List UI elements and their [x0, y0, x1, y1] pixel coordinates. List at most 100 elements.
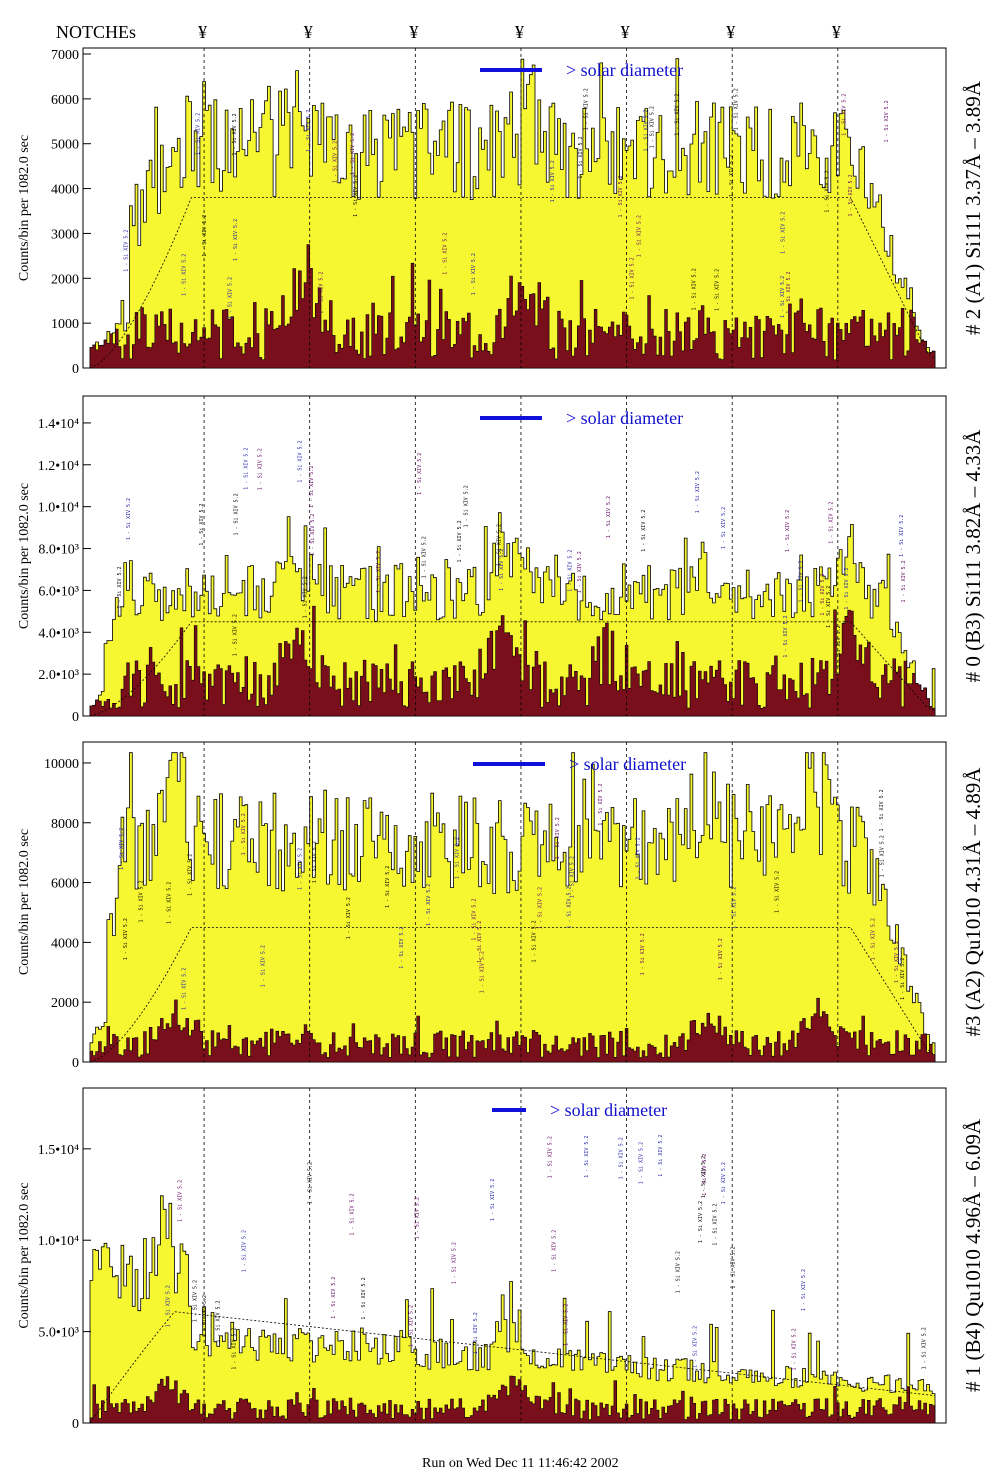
y-tick-label: 6000 [51, 877, 79, 892]
detail-counts-histogram [89, 997, 936, 1063]
line-annotation: 1 - Si XIV 5.2 [630, 257, 636, 299]
line-annotation: 1 - Si XIV 5.2 [298, 848, 304, 890]
line-annotation: 1 - Si XIV 5.2 [199, 503, 205, 545]
y-tick-label: 7000 [51, 48, 79, 63]
y-axis-label: Counts/bin per 1082.0 sec [17, 483, 32, 629]
line-annotation: 1 - Si XIV 5.2 [308, 1162, 314, 1204]
line-annotation: 1 - Si XIV 5.2 [442, 233, 448, 275]
line-annotation: 1 - Si XIV 5.2 [577, 551, 583, 593]
line-annotation: 1 - Si XIV 5.2 [836, 625, 842, 667]
notch-symbol: ¥ [515, 22, 524, 42]
notch-symbol: ¥ [198, 22, 207, 42]
line-annotation: 1 - Si XIV 5.2 [550, 160, 556, 202]
line-annotation: 1 - Si XIV 5.2 [306, 110, 312, 152]
line-annotation: 1 - Si XIV 5.2 [312, 841, 318, 883]
line-annotation: 1 - Si XIV 5.2 [531, 920, 537, 962]
line-annotation: 1 - Si XIV 5.2 [729, 155, 735, 197]
line-annotation: 1 - Si XIV 5.2 [497, 524, 503, 566]
legend-label: > solar diameter [566, 60, 683, 80]
line-annotation: 1 - Si XIV 5.2 [233, 614, 239, 656]
line-annotation: 1 - Si XIV 5.2 [333, 141, 339, 183]
line-annotation: 1 - Si XIV 5.2 [464, 485, 470, 527]
line-annotation: 1 - Si XIV 5.2 [798, 560, 804, 602]
legend-label: > solar diameter [569, 754, 686, 774]
line-annotation: 1 - Si XIV 5.2 [202, 1295, 208, 1337]
line-annotation: 1 - Si XIV 5.2 [353, 175, 359, 217]
y-tick-label: 6000 [51, 93, 79, 108]
detail-counts-histogram [89, 605, 936, 717]
line-annotation: 1 - Si XIV 5.2 [698, 1201, 704, 1243]
y-tick-label: 4000 [51, 936, 79, 951]
line-annotation: 1 - Si XIV 5.2 [319, 272, 325, 314]
line-annotation: 1 - Si XIV 5.2 [618, 1137, 624, 1179]
line-annotation: 1 - Si XIV 5.2 [693, 1326, 699, 1368]
line-annotation: 1 - Si XIV 5.2 [584, 1136, 590, 1178]
line-annotation: 1 - Si XIV 5.2 [119, 828, 125, 870]
line-annotation: 1 - Si XIV 5.2 [473, 1312, 479, 1354]
panel-title: # 2 (A1) Si111 3.37Å – 3.89Å [961, 80, 985, 335]
line-annotation: 1 - Si XIV 5.2 [244, 448, 250, 490]
line-annotation: 1 - Si XIV 5.2 [641, 510, 647, 552]
line-annotation: 1 - Si XIV 5.2 [829, 502, 835, 544]
line-annotation: 1 - Si XIV 5.2 [350, 1193, 356, 1235]
y-tick-label: 3000 [51, 227, 79, 242]
line-annotation: 1 - Si XIV 5.2 [477, 921, 483, 963]
y-tick-label: 1.0•10⁴ [38, 501, 79, 516]
line-annotation: 1 - Si XIV 5.2 [568, 550, 574, 592]
envelope-curve [89, 1311, 936, 1424]
line-annotation: 1 - Si XIV 5.2 [228, 277, 234, 319]
y-axis-label: Counts/bin per 1082.0 sec [17, 135, 32, 281]
line-annotation: 1 - Si XIV 5.2 [139, 880, 145, 922]
line-annotation: 1 - Si XIV 5.2 [385, 866, 391, 908]
y-tick-label: 8.0•10³ [38, 543, 79, 558]
line-annotation: 1 - Si XIV 5.2 [117, 566, 123, 608]
line-annotation: 1 - Si XIV 5.2 [870, 918, 876, 960]
line-annotation: 1 - Si XIV 5.2 [555, 817, 561, 859]
line-annotation: 1 - Si XIV 5.2 [548, 1136, 554, 1178]
line-annotation: 1 - Si XIV 5.2 [675, 1251, 681, 1293]
line-annotation: 1 - Si XIV 5.2 [731, 1246, 737, 1288]
notch-symbol: ¥ [409, 22, 418, 42]
line-annotation: 1 - Si XIV 5.2 [922, 1327, 928, 1369]
y-tick-label: 2000 [51, 272, 79, 287]
line-annotation: 1 - Si XIV 5.2 [884, 100, 890, 142]
line-annotation: 1 - Si XIV 5.2 [584, 88, 590, 130]
y-tick-label: 0 [72, 1056, 79, 1071]
line-annotation: 1 - Si XIV 5.2 [260, 945, 266, 987]
y-tick-label: 0 [72, 1417, 79, 1432]
line-annotation: 1 - Si XIV 5.2 [298, 440, 304, 482]
y-tick-label: 2000 [51, 996, 79, 1011]
panel-4: 1 - Si XIV 5.2 1 - Si XIV 5.2 1 - Si XIV 5… [17, 1087, 985, 1432]
panel-3: 1 - Si XIV 5.21 - Si XIV 5.2 1 - Si XIV 5… [17, 741, 985, 1071]
line-annotation: 1 - Si XIV 5.2 [242, 1230, 248, 1272]
line-annotation: 1 - Si XIV 5.2 [721, 507, 727, 549]
panels: 1 - Si XIV 5.2 1 - Si XIV 5.2 1 - Si XIV 5… [17, 47, 985, 1432]
line-annotation: 1 - Si XIV 5.2 [674, 93, 680, 135]
envelope-curve [89, 927, 936, 1063]
line-annotation: 1 - Si XIV 5.2 [658, 1135, 664, 1177]
panel-title: #3 (A2) Qu1010 4.31Å – 4.89Å [961, 767, 985, 1037]
panel-2: 1 - Si XIV 5.21 - Si XIV 5.21 - Si XIV 5… [17, 395, 985, 725]
line-annotation: 1 - Si XIV 5.2 [490, 1179, 496, 1221]
line-annotation: 1 - Si XIV 5.2 [233, 219, 239, 261]
y-tick-label: 1.0•10⁴ [38, 1234, 79, 1249]
line-annotation: 1 - Si XIV 5.2 [844, 567, 850, 609]
line-annotation: 1 - Si XIV 5.2 [346, 897, 352, 939]
line-annotation: 1 - Si XIV 5.2 [232, 113, 238, 155]
y-tick-label: 1000 [51, 317, 79, 332]
line-annotation: 1 - Si XIV 5.2 [901, 560, 907, 602]
line-annotation: 1 - Si XIV 5.2 [258, 448, 264, 490]
y-tick-label: 1.2•10⁴ [38, 459, 79, 474]
line-annotation: 1 - Si XIV 5.2 [471, 253, 477, 295]
line-annotation: 1 - Si XIV 5.2 [472, 899, 478, 941]
y-tick-label: 1.5•10⁴ [38, 1143, 79, 1158]
detail-counts-histogram [89, 244, 936, 369]
y-axis-label: Counts/bin per 1082.0 sec [17, 1182, 32, 1328]
run-timestamp: Run on Wed Dec 11 11:46:42 2002 [422, 1456, 619, 1471]
line-annotation: 1 - Si XIV 5.2 [598, 783, 604, 825]
line-annotation: 1 - Si XIV 5.2 [792, 1328, 798, 1370]
line-annotation: 1 - Si XIV 5.2 [714, 269, 720, 311]
line-annotation: 1 - Si XIV 5.2 [457, 520, 463, 562]
line-annotation: 1 - Si XIV 5.2 [842, 94, 848, 136]
line-annotation: 1 - Si XIV 5.2 [202, 215, 208, 257]
